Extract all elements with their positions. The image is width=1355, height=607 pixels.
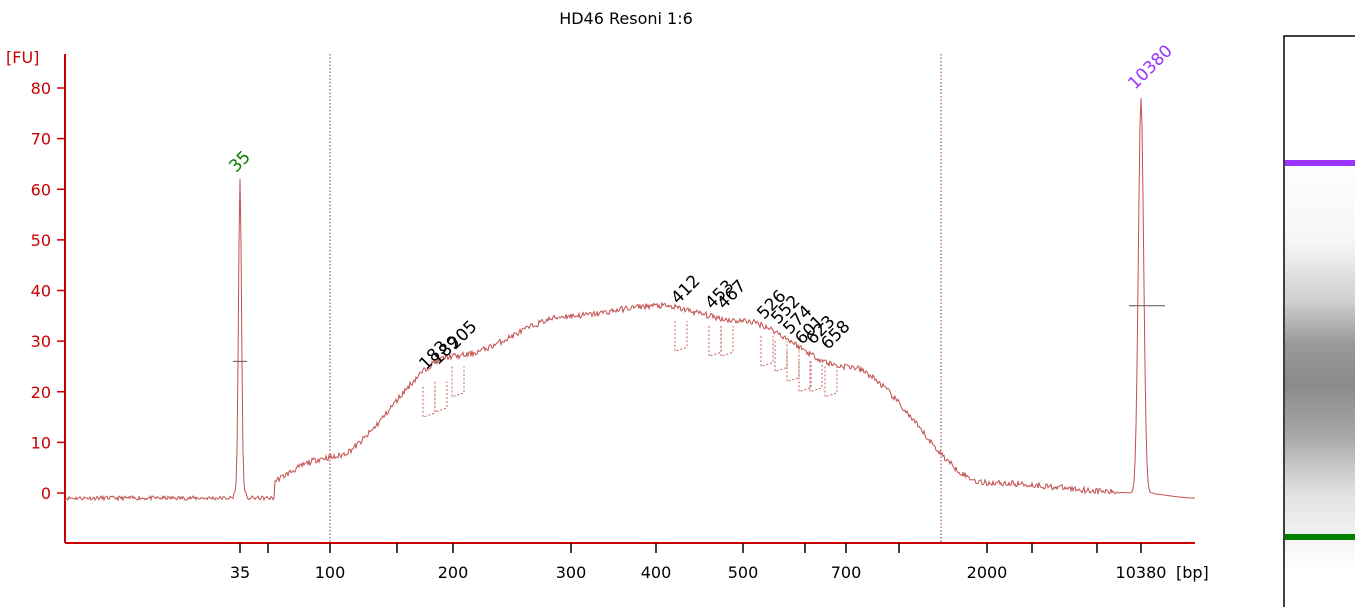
peak-region-marker: [451, 366, 465, 398]
peak-region-marker: [674, 320, 688, 352]
peak-region-markers: [233, 305, 1165, 418]
grid-lines: [329, 54, 942, 543]
peak-region-marker: [760, 336, 774, 368]
y-axis: 0 10 20 30 40 50 60 70 80: [31, 54, 66, 543]
y-tick-label: 70: [31, 130, 51, 149]
x-tick-label: 700: [831, 563, 862, 582]
y-tick-label: 40: [31, 282, 51, 301]
gel-lane: [1283, 35, 1355, 607]
x-tick-label: 400: [641, 563, 672, 582]
chart-title: HD46 Resoni 1:6: [559, 9, 693, 28]
marker-peak-label: 10380: [1124, 41, 1176, 93]
x-tick-label: 200: [438, 563, 469, 582]
y-tick-label: 50: [31, 231, 51, 250]
y-tick-label: 60: [31, 180, 51, 199]
y-axis-unit-label: [FU]: [6, 48, 39, 67]
y-tick-label: 0: [41, 484, 51, 503]
x-tick-label: 300: [556, 563, 587, 582]
x-tick-label: 10380: [1116, 563, 1167, 582]
gel-lower-marker-band: [1285, 534, 1355, 540]
peak-region-marker: [824, 366, 838, 398]
peak-region-marker: [786, 351, 800, 383]
x-axis: 35 100 200 300 400 500 700 2000 10380: [65, 542, 1195, 582]
y-tick-label: 10: [31, 433, 51, 452]
peak-region-marker: [434, 381, 448, 413]
electropherogram-trace: [64, 98, 1195, 502]
fragment-peak-label: 412: [667, 271, 704, 308]
peak-region-marker: [422, 386, 436, 418]
peak-region-marker: [809, 361, 823, 393]
x-tick-label: 100: [315, 563, 346, 582]
x-tick-label: 2000: [967, 563, 1008, 582]
x-tick-label: 35: [230, 563, 250, 582]
y-tick-label: 30: [31, 332, 51, 351]
marker-peak-label: 35: [225, 147, 254, 176]
y-tick-label: 20: [31, 383, 51, 402]
x-tick-label: 500: [728, 563, 759, 582]
x-axis-unit-label: [bp]: [1176, 563, 1209, 582]
peak-region-marker: [798, 361, 812, 393]
y-tick-label: 80: [31, 79, 51, 98]
peak-region-marker: [708, 325, 722, 357]
peak-region-marker: [774, 341, 788, 373]
peak-region-marker: [720, 325, 734, 357]
gel-lane-smear: [1285, 150, 1355, 570]
gel-upper-marker-band: [1285, 160, 1355, 166]
